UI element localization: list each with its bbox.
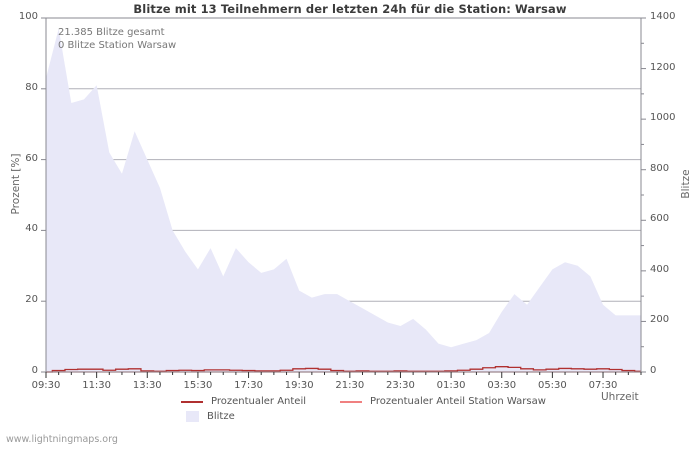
y2-tick-label: 200 <box>650 314 670 326</box>
legend-line-icon <box>340 400 362 403</box>
area-path-blitze <box>46 28 641 373</box>
x-tick-label: 13:30 <box>132 380 162 391</box>
x-tick-label: 11:30 <box>82 380 112 391</box>
x-tick-label: 15:30 <box>183 380 213 391</box>
chart-title: Blitze mit 13 Teilnehmern der letzten 24… <box>133 2 567 16</box>
y-tick-label: 0 <box>31 365 38 376</box>
x-tick-label: 17:30 <box>234 380 263 391</box>
y-tick-label: 40 <box>25 223 38 235</box>
y-tick-label: 60 <box>25 152 38 164</box>
y2-tick-label: 600 <box>650 213 670 225</box>
x-tick-label: 21:30 <box>335 380 365 391</box>
y2-tick-label: 800 <box>650 162 670 174</box>
legend-item-blitze: Blitze <box>181 411 235 422</box>
x-tick-label: 07:30 <box>588 380 618 391</box>
y2-tick-label: 0 <box>650 365 657 376</box>
x-tick-label: 03:30 <box>487 380 517 391</box>
footer-attribution: www.lightningmaps.org <box>6 434 118 445</box>
area-series-blitze <box>46 28 641 373</box>
x-tick-label: 09:30 <box>31 380 61 391</box>
x-axis-label: Uhrzeit <box>601 391 639 403</box>
line-path-prozentualer-anteil <box>46 366 641 373</box>
x-tick-label: 19:30 <box>284 380 314 391</box>
x-tick-label: 01:30 <box>436 380 466 391</box>
x-tick-label: 23:30 <box>386 380 415 391</box>
legend-line-icon <box>181 400 203 403</box>
annotation-total: 21.385 Blitze gesamt <box>58 27 165 38</box>
y2-axis-label: Blitze <box>680 169 692 199</box>
y2-tick-label: 400 <box>650 263 670 275</box>
y2-tick-label: 1000 <box>650 112 676 124</box>
y-tick-label: 100 <box>18 11 38 22</box>
legend-item-prozentualer-anteil: Prozentualer Anteil <box>181 396 306 407</box>
y2-tick-label: 1200 <box>650 61 676 73</box>
axis-ticks <box>41 17 646 378</box>
y-tick-label: 80 <box>25 81 38 93</box>
y2-tick-label: 1400 <box>650 11 676 22</box>
legend-label: Prozentualer Anteil Station Warsaw <box>370 396 546 407</box>
legend-area-swatch-icon <box>186 411 199 422</box>
line-series-prozentualer-anteil <box>46 366 641 373</box>
legend-label: Blitze <box>207 411 235 422</box>
legend-item-prozentualer-anteil-station: Prozentualer Anteil Station Warsaw <box>340 396 546 407</box>
x-tick-label: 05:30 <box>537 380 567 391</box>
annotation-station: 0 Blitze Station Warsaw <box>58 40 177 51</box>
legend-label: Prozentualer Anteil <box>211 396 307 407</box>
y-tick-label: 20 <box>25 294 38 306</box>
